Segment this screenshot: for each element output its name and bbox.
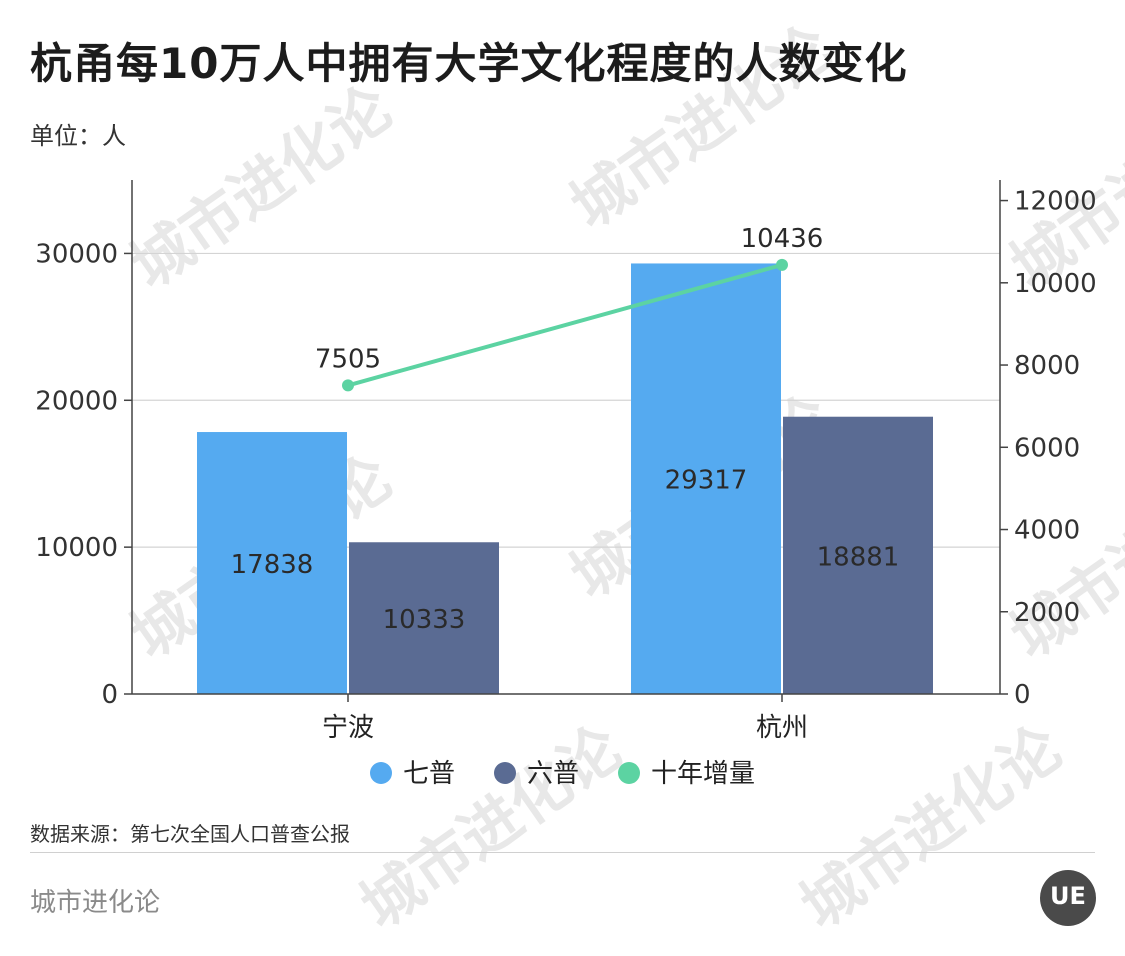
unit-label: 单位：人 xyxy=(30,122,126,150)
y-tick-label-right: 4000 xyxy=(1014,516,1080,546)
legend-label: 七普 xyxy=(403,759,455,789)
y-tick-label-left: 10000 xyxy=(35,533,118,563)
divider xyxy=(30,852,1095,853)
y-tick-label-right: 6000 xyxy=(1014,433,1080,463)
y-tick-label-right: 10000 xyxy=(1014,269,1097,299)
legend-label: 六普 xyxy=(527,759,579,789)
bar-value-label: 17838 xyxy=(231,550,314,580)
y-tick-label-right: 2000 xyxy=(1014,598,1080,628)
x-tick-label: 宁波 xyxy=(322,713,374,743)
bar xyxy=(631,263,781,694)
brand-logo: UE xyxy=(1040,870,1096,926)
y-tick-label-left: 0 xyxy=(101,680,118,710)
legend-marker xyxy=(494,762,516,784)
line-value-label: 7505 xyxy=(315,344,381,374)
line-point xyxy=(776,258,788,271)
line-point xyxy=(342,379,354,392)
chart: 17838 10333 29317 18881 0 10000 20000 30000 0 2… xyxy=(35,180,1097,789)
bar-value-label: 18881 xyxy=(817,542,900,572)
brand-name: 城市进化论 xyxy=(30,888,161,918)
y-tick-label-left: 30000 xyxy=(35,239,118,269)
y-tick-label-right: 0 xyxy=(1014,680,1031,710)
bar xyxy=(783,416,933,694)
y-tick-label-right: 8000 xyxy=(1014,351,1080,381)
y-tick-label-left: 20000 xyxy=(35,386,118,416)
bar xyxy=(197,432,347,694)
chart-title: 杭甬每10万人中拥有大学文化程度的人数变化 xyxy=(30,39,908,88)
bar-value-label: 29317 xyxy=(665,466,748,496)
line-value-label: 10436 xyxy=(741,224,824,254)
logo-text: UE xyxy=(1050,882,1086,910)
legend-label: 十年增量 xyxy=(651,759,755,789)
bar xyxy=(349,542,499,694)
line-increase xyxy=(347,262,783,388)
x-tick-label: 杭州 xyxy=(756,713,808,743)
legend-marker xyxy=(618,762,640,784)
data-source: 数据来源：第七次全国人口普查公报 xyxy=(30,822,350,846)
legend-marker xyxy=(370,762,392,784)
y-tick-label-right: 12000 xyxy=(1014,187,1097,217)
bar-value-label: 10333 xyxy=(383,605,466,635)
